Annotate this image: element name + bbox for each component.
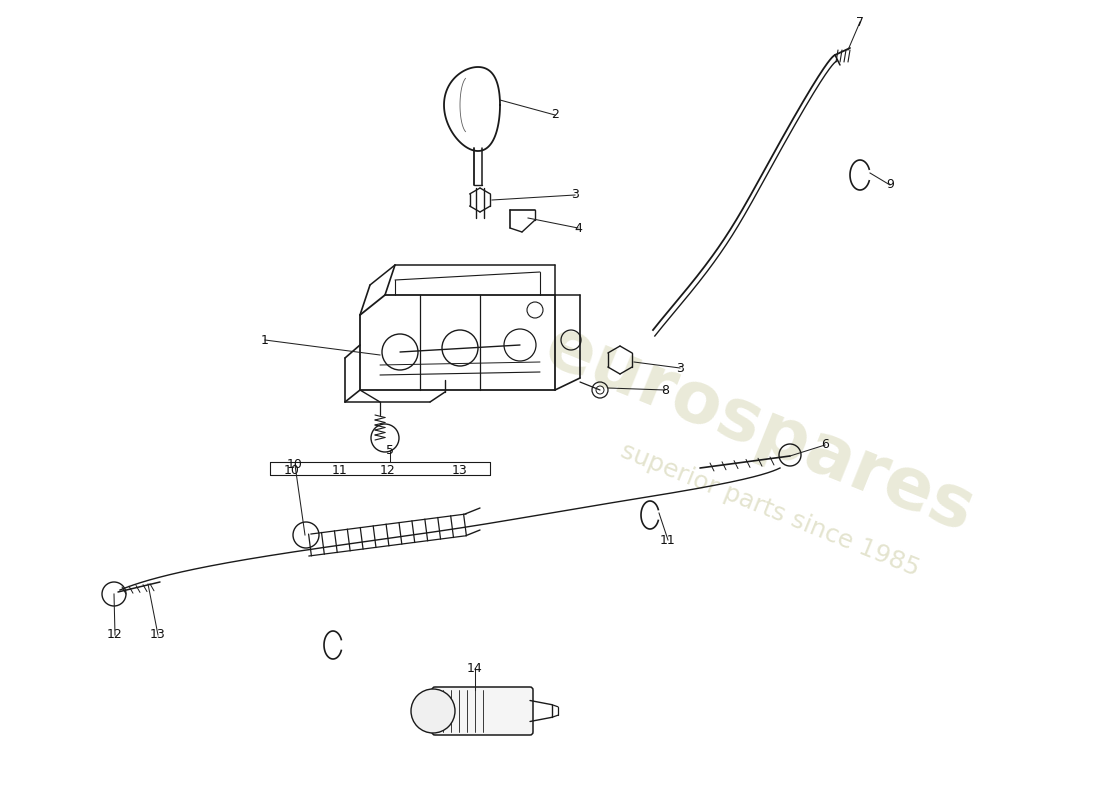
Text: 12: 12 [107, 629, 123, 642]
Text: 10: 10 [287, 458, 303, 471]
Text: 3: 3 [676, 362, 684, 374]
Text: 12: 12 [381, 463, 396, 477]
Circle shape [411, 689, 455, 733]
Text: 13: 13 [150, 629, 166, 642]
Text: 14: 14 [468, 662, 483, 674]
FancyBboxPatch shape [432, 687, 534, 735]
Text: 9: 9 [887, 178, 894, 191]
Text: 5: 5 [386, 443, 394, 457]
Text: 8: 8 [661, 383, 669, 397]
Text: 7: 7 [856, 15, 864, 29]
Text: 10: 10 [284, 463, 300, 477]
Text: 6: 6 [821, 438, 829, 451]
Text: 1: 1 [261, 334, 268, 346]
Text: 11: 11 [660, 534, 675, 546]
Text: 11: 11 [332, 463, 348, 477]
Text: 3: 3 [571, 189, 579, 202]
Text: eurospares: eurospares [536, 313, 984, 547]
Text: 4: 4 [574, 222, 582, 234]
Text: 13: 13 [452, 463, 468, 477]
Text: superior parts since 1985: superior parts since 1985 [617, 439, 923, 581]
Text: 2: 2 [551, 109, 559, 122]
